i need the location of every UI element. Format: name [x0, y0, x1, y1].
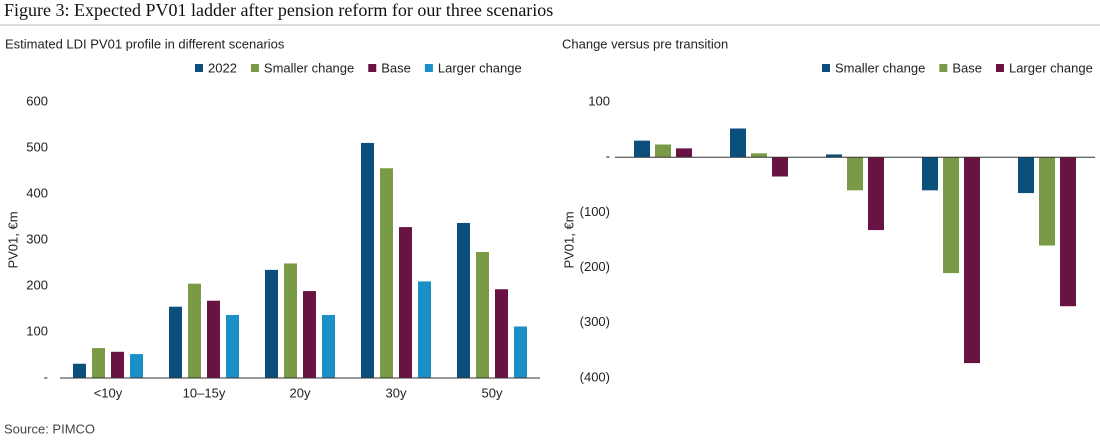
- x-tick-label: 20y: [290, 385, 311, 400]
- bar: [418, 281, 431, 378]
- y-tick-label: (400): [580, 369, 610, 384]
- bar: [399, 227, 412, 378]
- bar: [226, 314, 239, 378]
- legend-label: Larger change: [1009, 60, 1093, 75]
- bar: [92, 348, 105, 378]
- y-tick-label: 400: [26, 185, 48, 200]
- legend-label: Base: [381, 60, 411, 75]
- bar: [868, 157, 884, 231]
- bar: [111, 351, 124, 378]
- bar: [964, 157, 980, 364]
- y-tick-label: 600: [26, 93, 48, 108]
- bar: [188, 283, 201, 378]
- legend-label: 2022: [208, 60, 237, 75]
- bar: [265, 269, 278, 378]
- x-tick-label: 50y: [482, 385, 503, 400]
- bar: [676, 148, 692, 158]
- bar: [655, 144, 671, 158]
- bar: [943, 157, 959, 274]
- legend-swatch: [424, 64, 433, 72]
- legend-swatch: [822, 64, 830, 72]
- bar: [514, 326, 527, 378]
- bar: [130, 354, 143, 378]
- y-tick-label: (100): [580, 204, 610, 219]
- bar: [207, 300, 220, 378]
- bar: [826, 154, 842, 158]
- bar: [476, 251, 489, 378]
- y-tick-label: 500: [26, 139, 48, 154]
- bar: [847, 157, 863, 191]
- y-tick-label: 200: [26, 277, 48, 292]
- y-tick-label: (300): [580, 314, 610, 329]
- bar: [1039, 157, 1055, 246]
- legend-swatch: [195, 64, 203, 72]
- legend-swatch: [995, 64, 1004, 72]
- bar: [751, 153, 767, 158]
- x-tick-label: 10–15y: [183, 385, 226, 400]
- figure-title: Figure 3: Expected PV01 ladder after pen…: [4, 0, 553, 20]
- bar: [73, 363, 86, 378]
- legend-swatch: [939, 64, 948, 72]
- bar: [495, 289, 508, 378]
- y-tick-label: 100: [26, 323, 48, 338]
- bar: [772, 157, 788, 177]
- bar: [303, 291, 316, 378]
- y-tick-label: 100: [588, 93, 610, 108]
- bar: [284, 263, 297, 378]
- bar: [922, 157, 938, 191]
- x-tick-label: 30y: [386, 385, 407, 400]
- bar: [634, 140, 650, 158]
- x-tick-label: <10y: [94, 385, 123, 400]
- legend-label: Smaller change: [264, 60, 354, 75]
- bar: [380, 168, 393, 378]
- y-axis-label: PV01, €m: [5, 211, 20, 268]
- y-tick-label: (200): [580, 259, 610, 274]
- bar: [361, 142, 374, 378]
- y-tick-label: -: [606, 149, 610, 164]
- bar: [730, 128, 746, 158]
- legend-label: Base: [952, 60, 982, 75]
- bar: [1018, 157, 1034, 194]
- y-tick-label: 300: [26, 231, 48, 246]
- chart-subtitle: Estimated LDI PV01 profile in different …: [5, 36, 285, 51]
- bar: [322, 314, 335, 378]
- legend-swatch: [250, 64, 259, 72]
- bar: [457, 222, 470, 378]
- legend-label: Larger change: [438, 60, 522, 75]
- legend-swatch: [368, 64, 377, 72]
- bar: [1060, 157, 1076, 307]
- bar: [169, 306, 182, 378]
- y-axis-label: PV01, €m: [561, 211, 576, 268]
- source: Source: PIMCO: [4, 421, 95, 436]
- legend-label: Smaller change: [835, 60, 925, 75]
- chart-subtitle: Change versus pre transition: [562, 36, 728, 51]
- y-tick-label: -: [44, 369, 48, 384]
